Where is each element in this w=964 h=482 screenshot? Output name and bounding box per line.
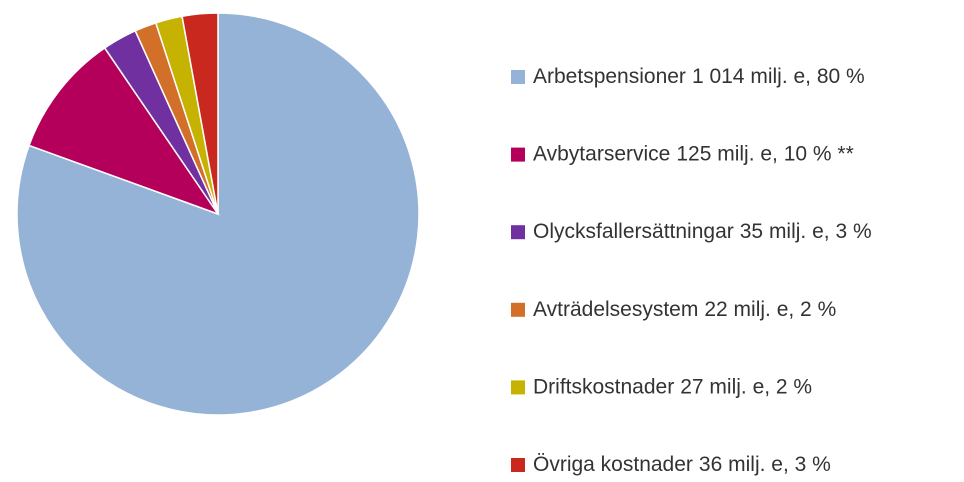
legend-name: Arbetspensioner (533, 65, 686, 88)
legend-name: Olycksfallersättningar (533, 220, 734, 243)
legend-swatch (511, 225, 525, 240)
legend-value: 35 milj. e, 3 % (740, 220, 872, 243)
legend-label: Avträdelsesystem 22 milj. e, 2 % (533, 297, 836, 320)
legend-swatch (511, 458, 525, 472)
legend-name: Övriga kostnader (533, 453, 693, 476)
legend-name: Avträdelsesystem (533, 297, 698, 320)
legend-name: Driftskostnader (533, 375, 674, 398)
legend-value: 27 milj. e, 2 % (680, 375, 812, 398)
pie-slice (28, 46, 220, 216)
pie-slice (181, 12, 219, 215)
legend-swatch (511, 147, 525, 162)
legend-label: Driftskostnader 27 milj. e, 2 % (533, 375, 812, 398)
legend-label: Olycksfallersättningar 35 milj. e, 3 % (533, 220, 872, 243)
legend-label: Övriga kostnader 36 milj. e, 3 % (533, 453, 831, 476)
legend-value: 36 milj. e, 3 % (699, 453, 831, 476)
legend-value: 1 014 milj. e, 80 % (692, 65, 865, 88)
legend-value: 125 milj. e, 10 % ** (676, 142, 853, 165)
legend-value: 22 milj. e, 2 % (704, 297, 836, 320)
legend-swatch (511, 302, 525, 317)
legend-label: Arbetspensioner 1 014 milj. e, 80 % (533, 65, 865, 88)
legend-label: Avbytarservice 125 milj. e, 10 % ** (533, 142, 854, 165)
legend-swatch (511, 70, 525, 84)
legend-swatch (511, 380, 525, 395)
legend-name: Avbytarservice (533, 142, 670, 165)
